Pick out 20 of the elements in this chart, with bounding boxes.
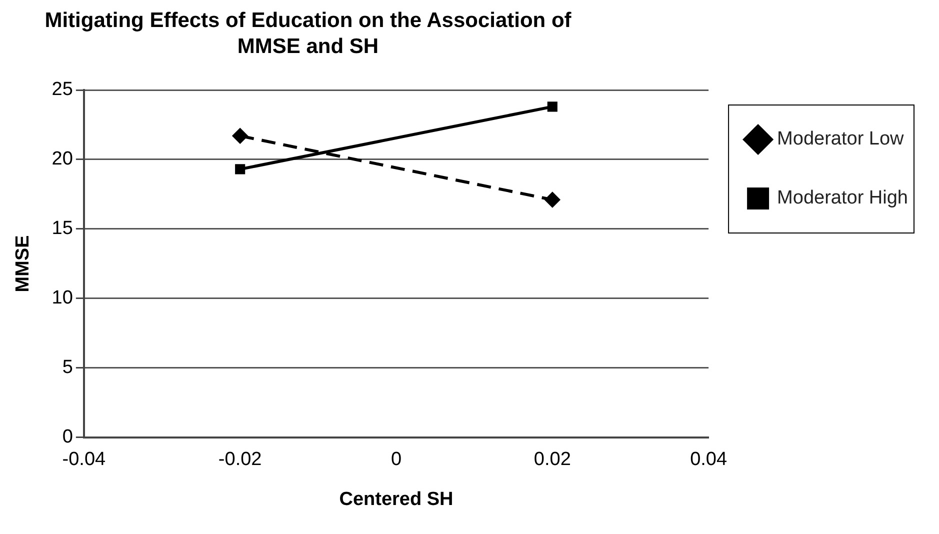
x-tick-label: 0 xyxy=(390,449,402,470)
x-tick-label: 0.02 xyxy=(534,449,571,470)
point xyxy=(232,128,248,144)
y-axis-title: MMSE xyxy=(12,235,34,292)
x-tick-label: 0.04 xyxy=(690,449,728,470)
x-tick-label: -0.04 xyxy=(62,449,106,470)
y-tick-label: 25 xyxy=(52,79,73,100)
chart-title: Mitigating Effects of Education on the Association of MMSE and SH xyxy=(44,8,572,60)
y-tick-label: 5 xyxy=(62,357,73,378)
x-tick-label: -0.02 xyxy=(218,449,262,470)
y-tick-label: 10 xyxy=(52,288,73,309)
x-axis-title: Centered SH xyxy=(339,488,454,510)
point xyxy=(547,102,558,112)
legend-label: Moderator High xyxy=(777,188,908,209)
legend-label: Moderator Low xyxy=(777,128,904,150)
point xyxy=(544,192,560,208)
y-tick-label: 15 xyxy=(52,218,73,240)
point xyxy=(235,164,246,174)
y-tick-label: 20 xyxy=(52,148,73,170)
y-tick-label: 0 xyxy=(62,426,73,448)
